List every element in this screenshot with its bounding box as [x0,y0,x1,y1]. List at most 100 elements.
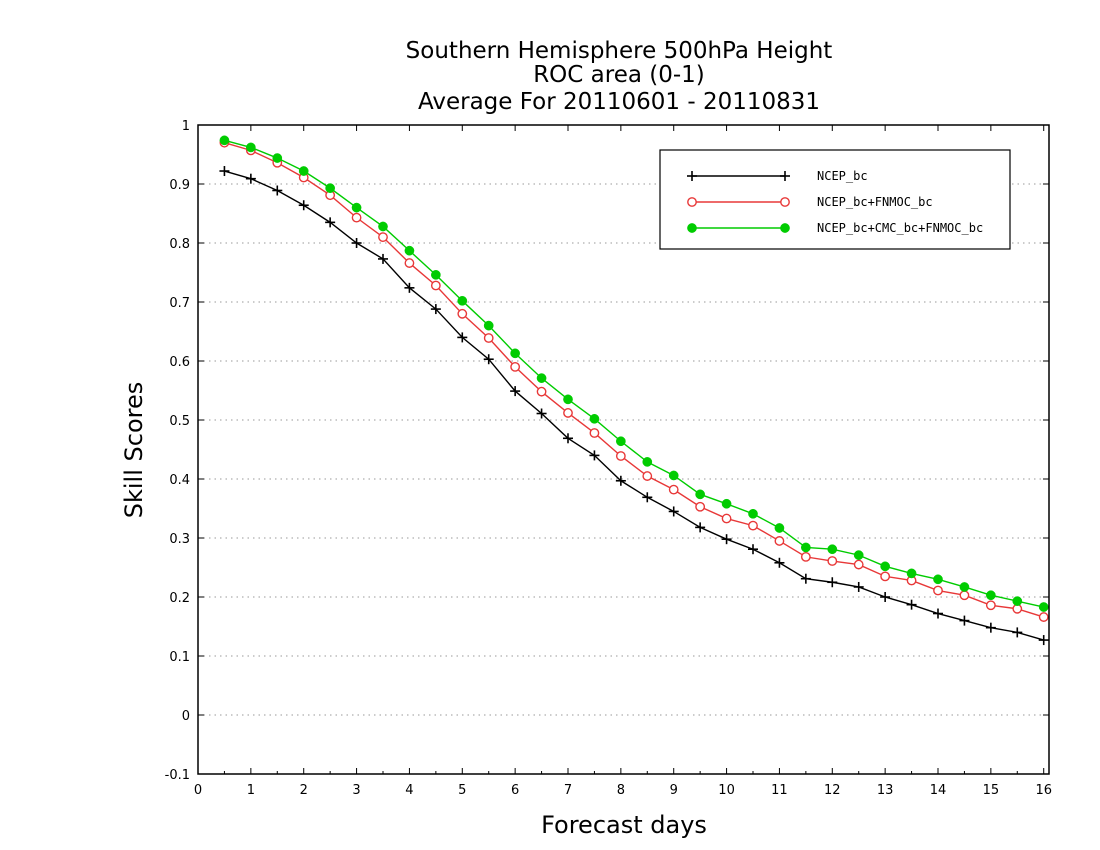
data-point [827,544,838,555]
data-point [1012,627,1023,638]
plot-frame [197,124,1050,775]
data-point [457,295,468,306]
data-point [1038,602,1049,612]
data-point [510,348,520,359]
x-tick-label: 14 [930,783,947,798]
data-point [431,270,441,280]
data-point [430,280,441,291]
y-tick-label: 0.6 [169,355,190,370]
data-point [933,608,943,619]
data-point [351,202,362,213]
data-point [906,599,917,610]
data-point [457,308,468,319]
x-tick-label: 0 [194,783,202,798]
legend-label: NCEP_bc [817,169,868,183]
data-point [642,471,653,481]
data-point [483,354,494,365]
data-point [695,522,706,533]
data-point [563,433,573,444]
chart-title-line-1: Southern Hemisphere 500hPa Height [406,38,833,64]
data-point [748,544,758,555]
y-tick-label: 0.1 [169,650,190,665]
legend-marker [780,223,790,233]
data-point [351,238,362,248]
x-tick-label: 12 [824,783,841,798]
data-point [774,523,785,533]
data-point [536,408,547,419]
data-point [589,428,600,438]
legend-label: NCEP_bc+FNMOC_bc [817,195,933,209]
data-point [721,498,732,509]
x-tick-label: 9 [670,783,678,798]
data-point [325,217,336,228]
x-tick-label: 2 [300,783,308,798]
data-point [404,282,415,293]
data-point [748,508,758,519]
data-point [536,386,547,397]
legend-marker [780,197,790,207]
y-tick-label: -0.1 [165,768,190,783]
y-tick-label: 0.7 [169,296,190,311]
data-point [906,568,917,579]
data-point [853,581,864,592]
data-point [404,245,415,256]
data-point [483,333,494,343]
data-point [933,585,943,596]
x-tick-label: 6 [511,783,519,798]
data-point [589,413,600,424]
data-point [615,451,626,461]
data-point [668,484,679,495]
x-tick-label: 15 [983,783,1000,798]
x-tick-label: 3 [352,783,360,798]
data-point [933,574,943,585]
x-tick-label: 11 [771,783,788,798]
data-point [272,185,283,196]
data-point [959,582,970,592]
data-point [616,436,626,447]
y-axis-title: Skill Scores [120,382,148,519]
y-tick-label: 0.3 [169,532,190,547]
data-point [483,320,494,331]
y-tick-label: 0.2 [169,591,190,606]
data-point [695,489,705,500]
legend-label: NCEP_bc+CMC_bc+FNMOC_bc [817,221,983,235]
legend-marker [687,223,697,233]
data-point [1038,612,1049,622]
data-point [1012,596,1023,606]
x-tick-label: 5 [458,783,466,798]
data-point [589,450,600,461]
data-point [800,551,811,562]
data-point [774,536,785,546]
chart-title-line-3: Average For 20110601 - 20110831 [418,89,820,115]
data-point [510,361,521,372]
data-point [748,520,758,531]
y-tick-label: 0.5 [169,414,190,429]
data-point [986,590,996,601]
data-point [404,258,415,268]
data-point [695,501,706,512]
series-line [224,170,1044,641]
data-point [668,506,679,517]
data-point [378,221,388,232]
data-point [985,600,996,611]
chart-title-line-2: ROC area (0-1) [533,62,705,88]
x-tick-label: 10 [718,783,735,798]
data-point [457,332,468,343]
data-point [880,592,891,602]
data-point [378,253,388,264]
data-point [827,577,838,588]
data-point [272,153,283,163]
y-tick-label: 0.9 [169,178,190,193]
legend: NCEP_bc NCEP_bc+FNMOC_bc NCEP_bc+CMC_bc+FN… [659,149,1011,250]
axis-ticks: -0.100.10.20.30.40.50.60.70.80.910 1 2 3 4 5 6… [165,119,1052,798]
y-tick-label: 1 [182,119,190,134]
data-point [298,166,309,176]
data-point [615,475,626,486]
x-tick-label: 7 [564,783,572,798]
data-point [298,200,309,211]
y-tick-label: 0.4 [169,473,190,488]
data-series [219,135,1049,646]
data-point [853,559,864,570]
